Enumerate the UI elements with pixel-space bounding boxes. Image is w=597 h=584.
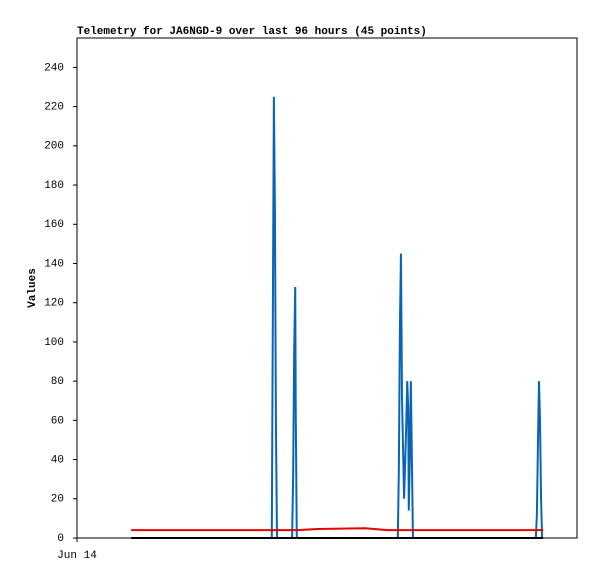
y-tick-label: 80 <box>51 376 64 388</box>
y-tick-label: 160 <box>44 219 64 231</box>
y-tick-label: 60 <box>51 415 64 427</box>
x-tick-label: Jun 14 <box>57 550 97 562</box>
plot-frame <box>76 37 578 539</box>
y-tick-label: 40 <box>51 454 64 466</box>
y-tick-label: 240 <box>44 62 64 74</box>
series-line <box>131 96 544 539</box>
y-axis-label: Values <box>27 268 39 308</box>
y-tick-label: 100 <box>44 337 64 349</box>
series-line <box>131 527 544 532</box>
y-tick-label: 20 <box>51 494 64 506</box>
y-tick-label: 140 <box>44 258 64 270</box>
y-tick-label: 200 <box>44 141 64 153</box>
y-tick-label: 180 <box>44 180 64 192</box>
y-tick-label: 0 <box>57 533 64 545</box>
y-tick-label: 120 <box>44 298 64 310</box>
y-tick-label: 220 <box>44 102 64 114</box>
chart-title: Telemetry for JA6NGD-9 over last 96 hour… <box>77 26 427 38</box>
